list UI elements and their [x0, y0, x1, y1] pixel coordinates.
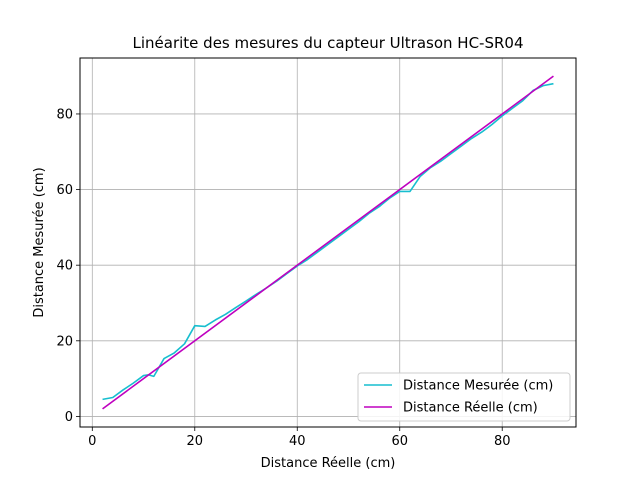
- y-tick-label: 80: [56, 107, 73, 122]
- x-tick-label: 20: [187, 434, 204, 449]
- y-tick-label: 20: [56, 334, 73, 349]
- grid: [80, 58, 576, 427]
- y-axis-title: Distance Mesurée (cm): [32, 167, 47, 317]
- legend: Distance Mesurée (cm) Distance Réelle (cm…: [357, 372, 571, 422]
- y-tick-label: 60: [56, 183, 73, 198]
- legend-box: [357, 372, 571, 422]
- series-line-2: [102, 75, 554, 410]
- plot-frame: [79, 57, 577, 428]
- x-tick-label: 40: [289, 434, 306, 449]
- series-layer: [102, 75, 554, 410]
- x-tick-label: 0: [88, 434, 96, 449]
- legend-label: Distance Mesurée (cm): [403, 379, 553, 394]
- x-tick-label: 80: [494, 434, 511, 449]
- x-tick-label: 60: [391, 434, 408, 449]
- series-line-1: [102, 82, 554, 401]
- legend-label: Distance Réelle (cm): [403, 401, 538, 416]
- ticks: 0 20 40 60 80 0 20 40 60 80: [56, 107, 510, 449]
- y-tick-label: 40: [56, 259, 73, 274]
- x-axis-title: Distance Réelle (cm): [261, 456, 396, 471]
- y-tick-label: 0: [65, 410, 73, 425]
- chart-title: Linéarite des mesures du capteur Ultraso…: [133, 34, 524, 52]
